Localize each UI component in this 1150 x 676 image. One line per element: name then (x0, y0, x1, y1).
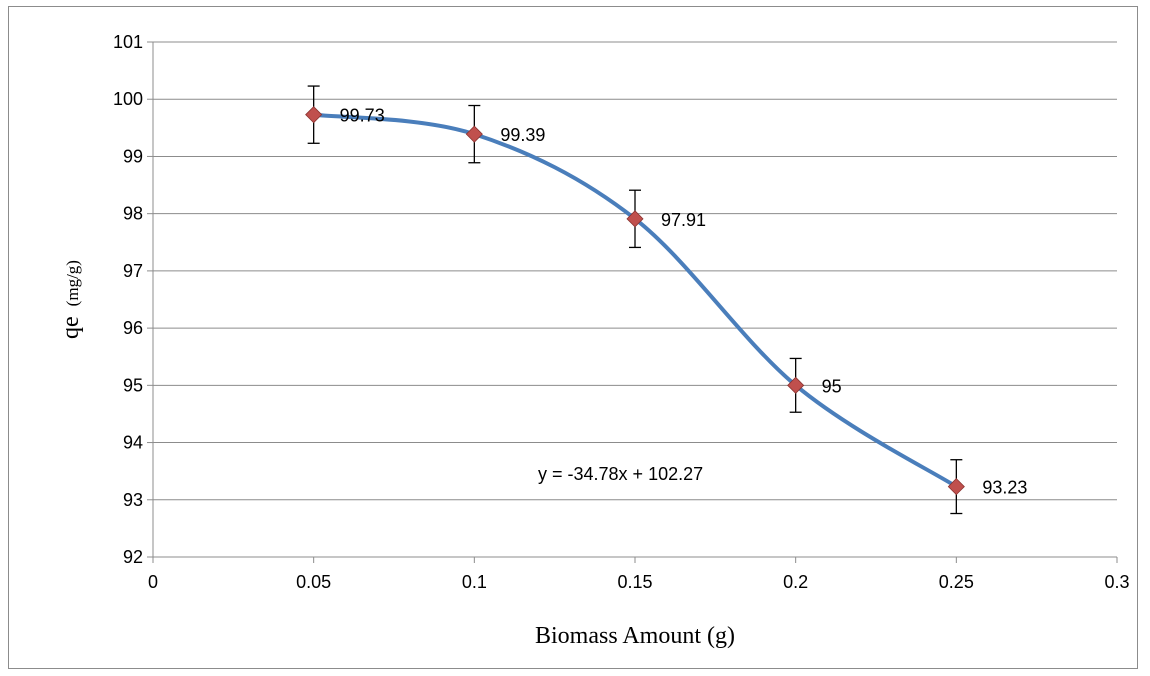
x-axis-title-text: Biomass Amount (g) (535, 623, 735, 649)
y-tick-label-95: 95 (123, 375, 143, 395)
x-tick-label-0.3: 0.3 (1104, 572, 1129, 592)
axes (147, 41, 1118, 563)
y-axis-title: qe (mg/g) (58, 260, 84, 339)
data-label-0: 99.73 (340, 106, 385, 126)
x-tick-label-0.05: 0.05 (296, 572, 331, 592)
chart-frame (8, 6, 1138, 669)
x-axis-title: Biomass Amount (g) (535, 623, 735, 649)
y-tick-label-100: 100 (113, 89, 143, 109)
x-tick-label-0.1: 0.1 (462, 572, 487, 592)
data-labels: 99.73 99.39 97.91 95 93.23 (340, 106, 1028, 498)
x-tick-label-0: 0 (148, 572, 158, 592)
data-point-marker-3 (787, 376, 805, 394)
data-label-2: 97.91 (661, 210, 706, 230)
tick-labels: 92 93 94 95 96 97 98 99 100 101 0 0.05 0.1 0.15 0.2 0.2… (113, 32, 1130, 592)
x-tick-label-0.15: 0.15 (617, 572, 652, 592)
data-point-marker-1 (465, 125, 483, 143)
y-tick-label-92: 92 (123, 547, 143, 567)
x-tick-label-0.2: 0.2 (783, 572, 808, 592)
y-tick-label-97: 97 (123, 261, 143, 281)
data-label-4: 93.23 (982, 478, 1027, 498)
grid-lines (153, 41, 1117, 501)
y-tick-label-101: 101 (113, 32, 143, 52)
y-tick-label-98: 98 (123, 204, 143, 224)
data-point-marker-0 (305, 106, 323, 124)
data-label-3: 95 (822, 376, 842, 396)
y-tick-label-99: 99 (123, 146, 143, 166)
y-tick-label-93: 93 (123, 490, 143, 510)
data-point-marker-4 (947, 478, 965, 496)
data-point-marker-2 (626, 210, 644, 228)
trendline-equation: y = -34.78x + 102.27 (538, 464, 703, 484)
series-line (311, 112, 959, 489)
y-axis-title-unit: (mg/g) (63, 260, 82, 306)
data-label-1: 99.39 (500, 125, 545, 145)
y-tick-label-96: 96 (123, 318, 143, 338)
y-axis-title-main: qe (58, 316, 84, 339)
x-tick-label-0.25: 0.25 (939, 572, 974, 592)
series-group (305, 85, 965, 515)
y-tick-label-94: 94 (123, 433, 143, 453)
